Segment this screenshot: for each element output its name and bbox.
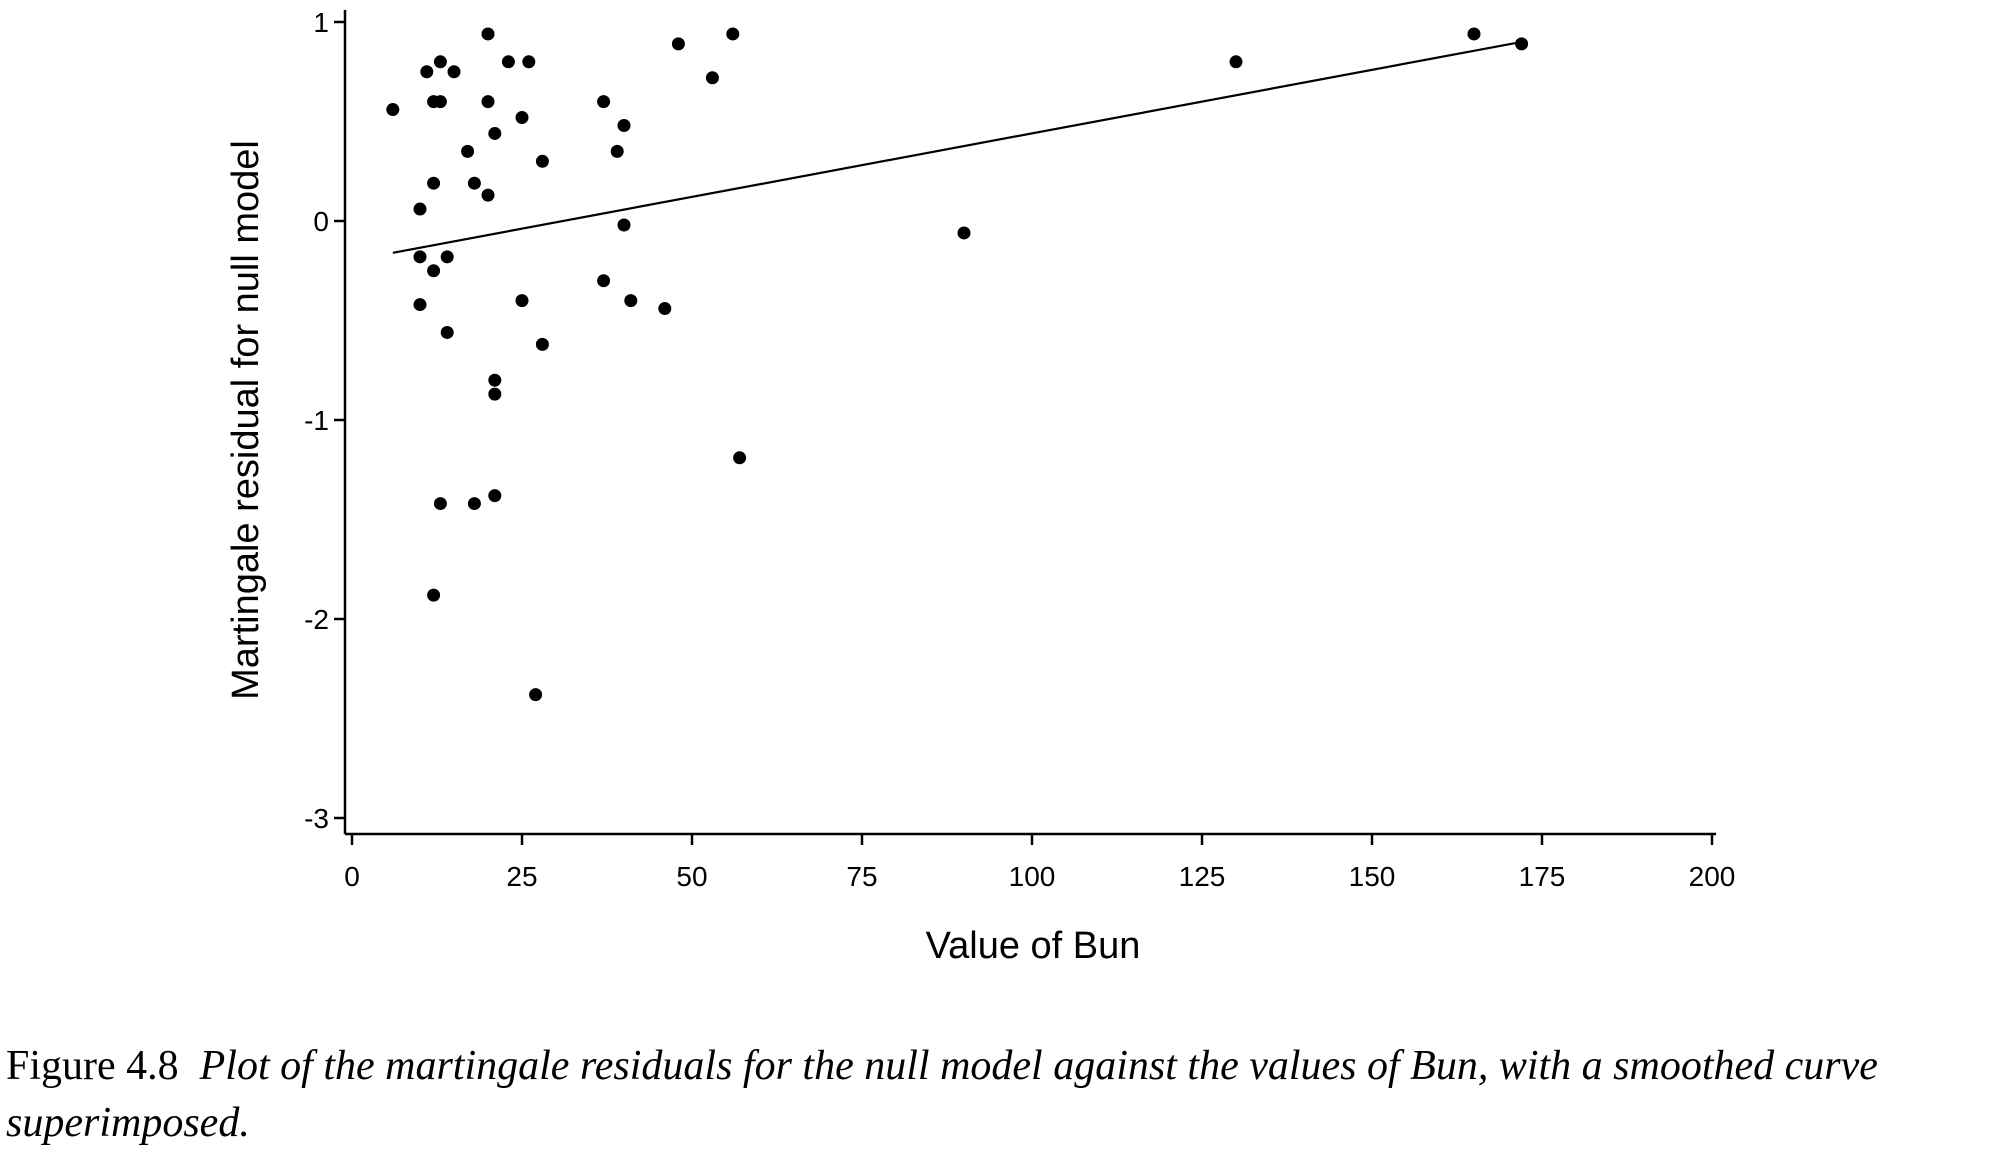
x-tick-label: 150	[1349, 861, 1396, 892]
data-point	[481, 188, 495, 202]
y-tick-label: -3	[304, 803, 329, 834]
data-point	[461, 144, 475, 158]
data-point	[1515, 37, 1529, 51]
data-point	[1229, 55, 1243, 69]
data-point	[481, 95, 495, 109]
y-axis-title: Martingale residual for null model	[225, 140, 267, 700]
data-point	[467, 176, 481, 190]
data-point	[957, 226, 971, 240]
y-tick-label: -2	[304, 604, 329, 635]
x-tick-label: 200	[1689, 861, 1736, 892]
data-point	[427, 176, 441, 190]
data-point	[617, 118, 631, 132]
figure-caption-text: Plot of the martingale residuals for the…	[6, 1043, 1878, 1146]
ticks: 0 25 50 75 100 125 150 175 200 -3 -2 -1 0 1	[304, 7, 1735, 892]
x-tick-label: 0	[344, 861, 360, 892]
data-point	[1467, 27, 1481, 41]
smoothed-curve	[392, 40, 1522, 254]
data-point	[433, 95, 447, 109]
data-point	[705, 71, 719, 85]
data-point	[515, 111, 529, 125]
x-tick-label: 175	[1519, 861, 1566, 892]
data-point	[535, 337, 549, 351]
x-tick-label: 75	[846, 861, 877, 892]
data-point	[413, 298, 427, 312]
y-tick-label: -1	[304, 405, 329, 436]
data-point	[535, 154, 549, 168]
figure-caption: Figure 4.8 Plot of the martingale residu…	[6, 1038, 2006, 1152]
data-point	[597, 95, 611, 109]
data-point	[433, 497, 447, 511]
data-point	[427, 588, 441, 602]
scatter-chart: 0 25 50 75 100 125 150 175 200 -3 -2 -1 0 1 Value of …	[225, 7, 1735, 967]
data-point	[433, 55, 447, 69]
data-point	[726, 27, 740, 41]
axes	[343, 10, 1716, 836]
data-point	[488, 126, 502, 140]
data-point	[420, 65, 434, 79]
data-point	[624, 294, 638, 308]
x-axis-title: Value of Bun	[926, 925, 1141, 967]
data-point	[447, 65, 461, 79]
data-point	[481, 27, 495, 41]
data-point	[529, 688, 543, 702]
data-point	[501, 55, 515, 69]
data-point	[488, 373, 502, 387]
data-point	[413, 250, 427, 264]
x-tick-label: 100	[1009, 861, 1056, 892]
data-point	[413, 202, 427, 216]
data-point	[467, 497, 481, 511]
data-point	[610, 144, 624, 158]
y-tick-label: 1	[313, 7, 329, 38]
data-point	[427, 264, 441, 278]
x-tick-label: 125	[1179, 861, 1226, 892]
data-point	[733, 451, 747, 465]
data-points	[386, 27, 1529, 702]
x-tick-label: 25	[506, 861, 537, 892]
data-point	[488, 387, 502, 401]
data-point	[440, 250, 454, 264]
data-point	[617, 218, 631, 232]
data-point	[386, 103, 400, 117]
data-point	[658, 302, 672, 316]
y-tick-label: 0	[313, 206, 329, 237]
data-point	[597, 274, 611, 288]
x-tick-label: 50	[676, 861, 707, 892]
data-point	[440, 325, 454, 339]
data-point	[488, 489, 502, 503]
data-point	[515, 294, 529, 308]
data-point	[671, 37, 685, 51]
data-point	[522, 55, 536, 69]
figure-number: Figure 4.8	[6, 1043, 179, 1089]
smoothed-curve-group	[392, 40, 1522, 254]
